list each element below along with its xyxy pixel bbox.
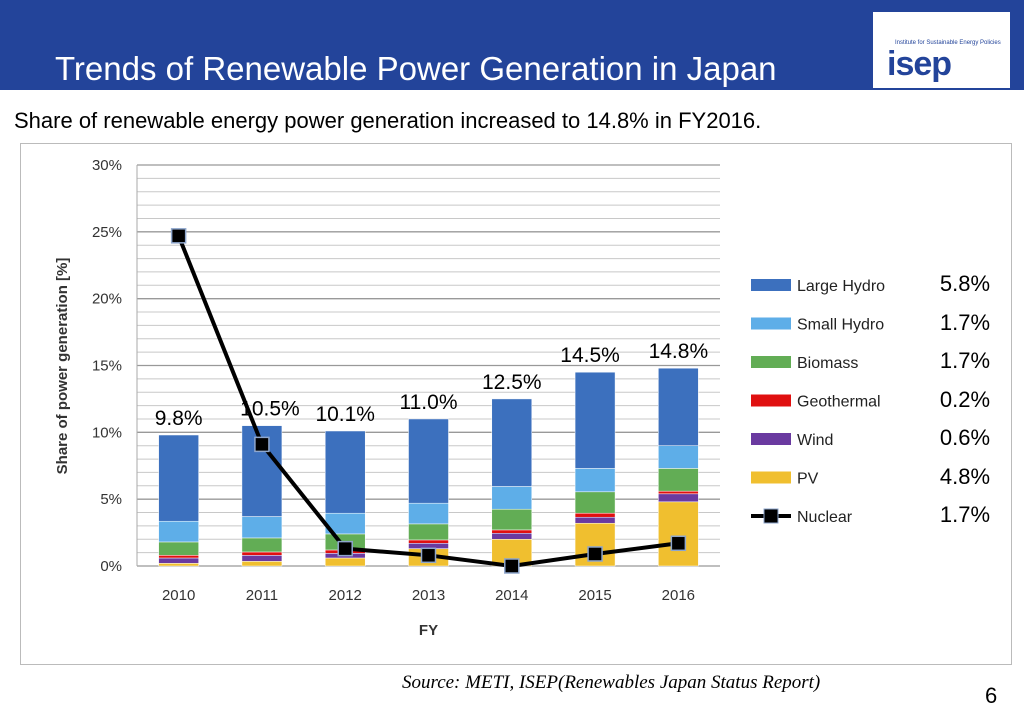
- y-tick-label: 30%: [92, 157, 122, 174]
- nuclear-marker: [670, 535, 687, 552]
- bar-wind: [158, 557, 199, 564]
- bar-biomass: [408, 523, 449, 541]
- nuclear-marker: [170, 228, 187, 244]
- total-label: 10.5%: [240, 398, 300, 421]
- bar-geothermal: [491, 529, 533, 534]
- legend-swatch: [751, 279, 791, 291]
- nuclear-marker: [504, 558, 520, 574]
- x-tick-label: 2011: [246, 587, 278, 604]
- bar-large-hydro: [491, 398, 533, 487]
- bar-pv: [158, 563, 199, 567]
- bar-small-hydro: [408, 502, 449, 525]
- x-tick-label: 2012: [329, 587, 362, 604]
- bar-small-hydro: [158, 520, 199, 543]
- legend-marker: [763, 508, 779, 524]
- bar-large-hydro: [158, 434, 199, 522]
- bar-wind: [658, 493, 699, 503]
- total-label: 14.5%: [560, 344, 620, 367]
- bar-large-hydro: [408, 418, 449, 504]
- page-number: 6: [985, 683, 998, 708]
- y-tick-label: 25%: [92, 224, 122, 241]
- slide-title: Trends of Renewable Power Generation in …: [55, 50, 777, 87]
- right-value-label: 0.6%: [939, 425, 991, 450]
- legend-label: Small Hydro: [797, 317, 884, 334]
- legend-swatch: [751, 317, 791, 330]
- isep-logo: Institute for Sustainable Energy Policie…: [873, 12, 1010, 88]
- bar-large-hydro: [574, 371, 616, 469]
- bar-geothermal: [408, 539, 449, 544]
- y-tick-label: 20%: [92, 291, 122, 308]
- right-value-label: 0.2%: [939, 386, 991, 412]
- y-axis-title: Share of power generation [%]: [54, 258, 71, 475]
- legend-swatch: [751, 394, 791, 407]
- logo-tagline: Institute for Sustainable Energy Policie…: [895, 40, 1001, 46]
- bar-pv: [658, 501, 699, 567]
- right-value-label: 4.8%: [939, 463, 991, 489]
- nuclear-marker: [587, 546, 603, 562]
- logo-wordmark: isep: [887, 45, 952, 83]
- bar-wind: [241, 555, 283, 562]
- nuclear-marker: [254, 436, 270, 453]
- bar-biomass: [658, 468, 699, 492]
- total-label: 9.8%: [155, 407, 203, 430]
- bar-geothermal: [158, 555, 199, 559]
- right-value-label: 1.7%: [939, 502, 991, 527]
- legend-label: Geothermal: [797, 394, 881, 411]
- legend-swatch: [751, 471, 791, 484]
- right-value-label: 5.8%: [939, 271, 991, 296]
- bar-biomass: [241, 537, 283, 553]
- x-axis-title: FY: [419, 622, 438, 639]
- legend-label: PV: [797, 471, 819, 488]
- total-label: 11.0%: [400, 391, 458, 414]
- bar-biomass: [574, 491, 616, 514]
- bar-biomass: [158, 541, 199, 556]
- x-tick-label: 2013: [412, 587, 445, 604]
- bar-small-hydro: [241, 516, 283, 539]
- y-tick-label: 5%: [100, 491, 122, 508]
- bar-small-hydro: [491, 486, 533, 510]
- y-tick-label: 10%: [92, 424, 122, 441]
- legend-label: Biomass: [797, 355, 858, 372]
- header-bar: Trends of Renewable Power Generation in …: [0, 0, 1024, 90]
- y-tick-label: 0%: [100, 558, 122, 575]
- total-label: 14.8%: [649, 340, 709, 363]
- x-tick-label: 2014: [495, 587, 528, 604]
- bar-geothermal: [658, 490, 699, 495]
- nuclear-marker: [420, 547, 437, 564]
- bar-geothermal: [574, 512, 616, 518]
- bar-wind: [491, 533, 533, 540]
- x-tick-label: 2010: [162, 587, 195, 604]
- right-value-label: 1.7%: [939, 309, 991, 335]
- source-note: Source: METI, ISEP(Renewables Japan Stat…: [402, 672, 821, 693]
- y-tick-label: 15%: [92, 358, 122, 375]
- bar-biomass: [491, 508, 533, 531]
- bar-pv: [324, 557, 366, 567]
- legend-label: Large Hydro: [797, 278, 885, 295]
- bar-small-hydro: [574, 468, 616, 493]
- legend-label: Nuclear: [797, 509, 853, 526]
- total-label: 12.5%: [482, 371, 542, 394]
- slide-subtitle: Share of renewable energy power generati…: [14, 108, 762, 133]
- legend-label: Wind: [797, 432, 833, 449]
- bar-pv: [241, 561, 283, 567]
- legend-swatch: [751, 433, 791, 445]
- bar-large-hydro: [658, 367, 699, 446]
- x-tick-label: 2016: [662, 587, 695, 604]
- nuclear-marker: [337, 540, 353, 557]
- x-tick-label: 2015: [578, 587, 611, 604]
- bar-geothermal: [241, 551, 283, 556]
- chart-frame: [20, 143, 1012, 665]
- bar-small-hydro: [658, 445, 699, 469]
- bar-wind: [574, 516, 616, 524]
- total-label: 10.1%: [315, 403, 375, 426]
- right-value-label: 1.7%: [939, 348, 991, 373]
- legend-swatch: [751, 356, 791, 368]
- bar-large-hydro: [324, 430, 366, 514]
